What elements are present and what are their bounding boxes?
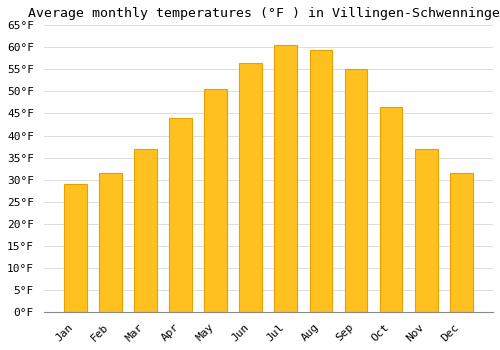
Bar [344, 69, 368, 312]
Bar [64, 184, 87, 312]
Bar [450, 173, 472, 312]
Bar [170, 118, 192, 312]
Bar [204, 89, 227, 312]
Title: Average monthly temperatures (°F ) in Villingen-Schwenningen: Average monthly temperatures (°F ) in Vi… [28, 7, 500, 20]
Bar [134, 149, 157, 312]
Bar [274, 45, 297, 312]
Bar [415, 149, 438, 312]
Bar [240, 63, 262, 312]
Bar [99, 173, 122, 312]
Bar [380, 107, 402, 312]
Bar [310, 50, 332, 312]
